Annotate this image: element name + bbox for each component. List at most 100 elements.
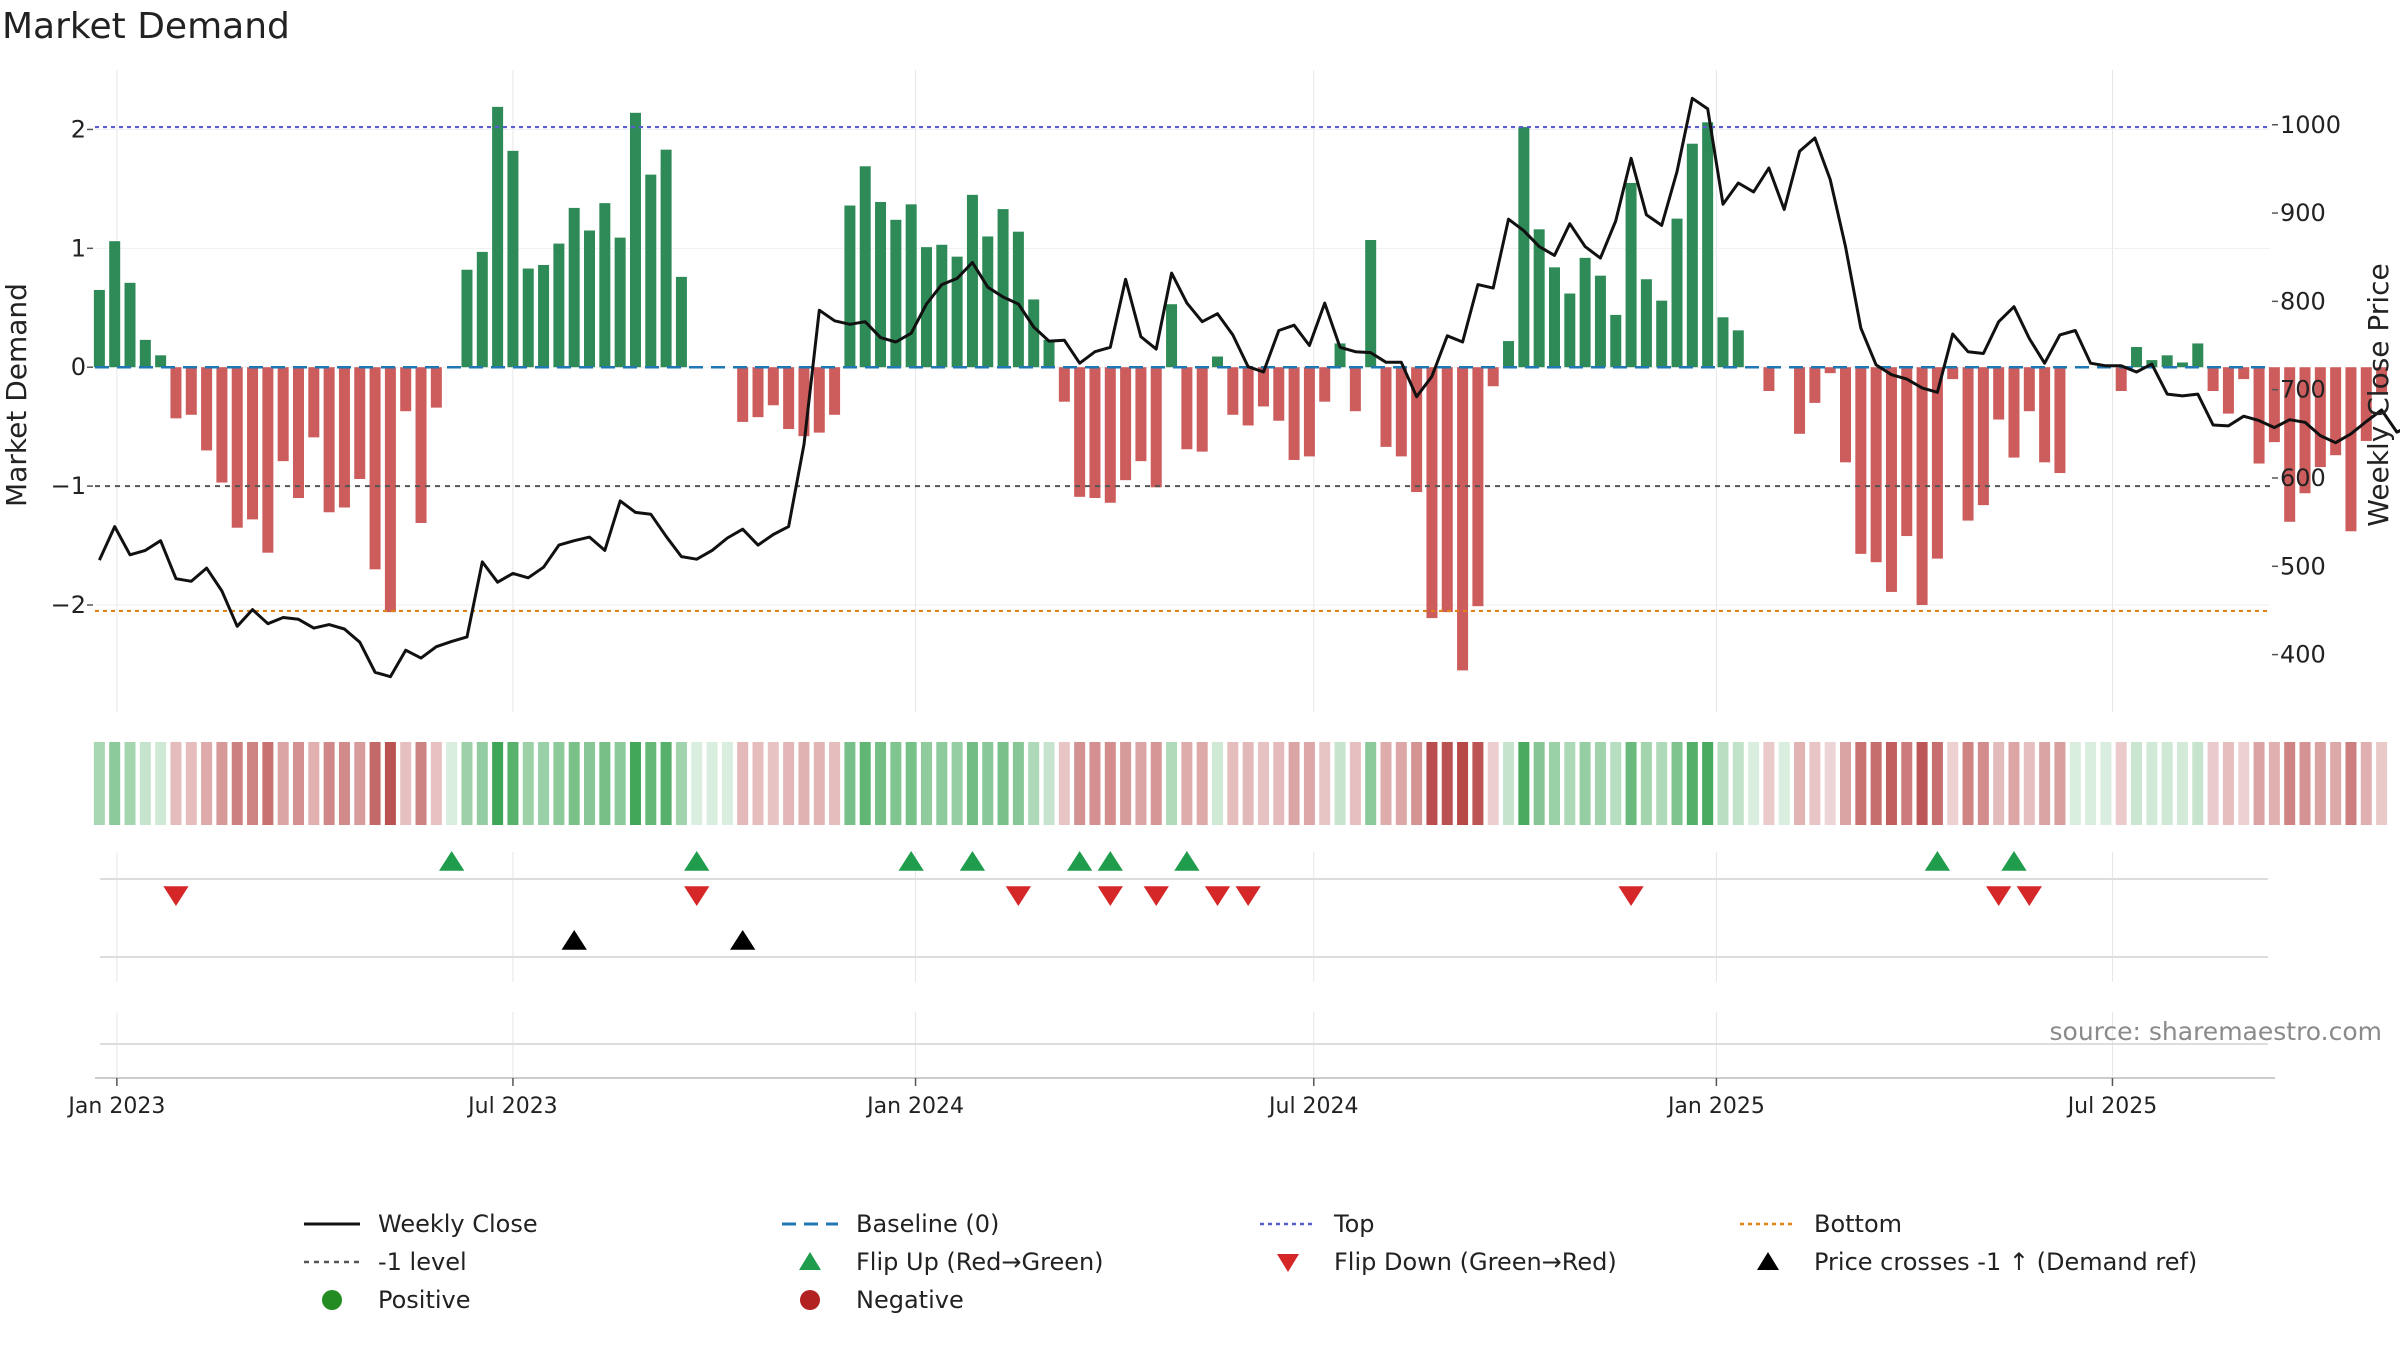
demand-bar-negative [2238, 367, 2250, 380]
heat-cell [737, 742, 749, 825]
heat-cell [170, 742, 182, 825]
flip-up-legend-icon [778, 1243, 842, 1281]
demand-bar-negative [2023, 367, 2035, 412]
heat-cell [1947, 742, 1959, 825]
heat-cell [1303, 742, 1315, 825]
demand-bar-negative [1058, 367, 1070, 402]
heat-cell [185, 742, 197, 825]
heat-cell [752, 742, 764, 825]
flip-up-marker [684, 851, 710, 871]
demand-bar-negative [1962, 367, 1974, 521]
weekly-close-legend-icon [300, 1205, 364, 1243]
x-tick-label: Jan 2025 [1666, 1094, 1765, 1119]
demand-bar-positive [1166, 304, 1178, 368]
minus-one-level-legend-icon [300, 1243, 364, 1281]
heat-cell [476, 742, 488, 825]
demand-bar-negative [1104, 367, 1116, 503]
demand-bar-positive [461, 269, 473, 368]
heat-cell [1778, 742, 1790, 825]
heat-cell [492, 742, 504, 825]
flip-down-marker [2016, 886, 2042, 906]
heat-cell [446, 742, 458, 825]
demand-bar-negative [1150, 367, 1162, 488]
flip-up-marker [1174, 851, 1200, 871]
heat-cell [2268, 742, 2280, 825]
demand-bar-negative [384, 367, 396, 613]
heat-cell [2253, 742, 2265, 825]
demand-bar-negative [2376, 367, 2388, 395]
legend-item-flip-down: Flip Down (Green→Red) [1256, 1243, 1617, 1281]
reference-lines [95, 125, 2270, 613]
heat-cell [660, 742, 672, 825]
heat-cell [415, 742, 427, 825]
heat-cell [1212, 742, 1224, 825]
heat-cell [201, 742, 213, 825]
legend: Weekly Close Baseline (0) Top Bottom -1 leve… [300, 1205, 2280, 1325]
demand-bar-positive [1533, 229, 1545, 368]
heat-cell [1043, 742, 1055, 825]
heat-cell [1533, 742, 1545, 825]
source-annotation: source: sharemaestro.com [2050, 1017, 2383, 1046]
flip-up-marker [1097, 851, 1123, 871]
heat-cell [1717, 742, 1729, 825]
demand-bar-positive [660, 149, 672, 368]
heat-cell [721, 742, 733, 825]
heat-cell [323, 742, 335, 825]
heat-cell [2284, 742, 2296, 825]
demand-bar-positive [890, 219, 902, 368]
legend-item-negative: Negative [778, 1281, 964, 1319]
demand-bar-positive [1671, 218, 1683, 368]
flip-down-marker [1618, 886, 1644, 906]
y2-tick-label: 400 [2280, 641, 2326, 669]
demand-bar-positive [629, 112, 641, 368]
demand-bar-negative [1901, 367, 1913, 537]
heat-cell [1564, 742, 1576, 825]
heat-cell [1426, 742, 1438, 825]
heat-cell [1288, 742, 1300, 825]
heat-cell [2054, 742, 2066, 825]
demand-bar-positive [859, 166, 871, 368]
demand-bar-negative [323, 367, 335, 513]
heat-cell [507, 742, 519, 825]
demand-bar-positive [1686, 143, 1698, 368]
heat-cell [982, 742, 994, 825]
heat-cell [1074, 742, 1086, 825]
demand-bar-positive [522, 268, 534, 368]
demand-bar-positive [1625, 182, 1637, 368]
legend-label: Top [1334, 1210, 1375, 1238]
demand-bar-negative [277, 367, 289, 462]
demand-bar-negative [185, 367, 197, 415]
y2-tick-label: 800 [2280, 287, 2326, 315]
demand-bar-positive [553, 243, 565, 368]
demand-bar-positive [2192, 343, 2204, 368]
demand-bar-negative [1457, 367, 1469, 671]
heat-cell [139, 742, 151, 825]
heat-cell [2376, 742, 2388, 825]
heat-cell [247, 742, 259, 825]
heat-cell [1242, 742, 1254, 825]
demand-bar-positive [997, 209, 1009, 368]
demand-bar-negative [1809, 367, 1821, 403]
demand-bar-negative [1824, 367, 1836, 374]
heat-cell [1518, 742, 1530, 825]
heat-cell [2299, 742, 2311, 825]
flip-up-marker [1924, 851, 1951, 871]
heat-cell [2115, 742, 2127, 825]
heat-cell [2146, 742, 2158, 825]
demand-bar-positive [645, 174, 657, 368]
heat-cell [767, 742, 779, 825]
heat-cell [2345, 742, 2357, 825]
heat-cell [1931, 742, 1943, 825]
heat-cell [2330, 742, 2342, 825]
heat-cell [109, 742, 121, 825]
demand-bar-negative [1977, 367, 1989, 506]
demand-bar-positive [1610, 314, 1622, 368]
heat-cell [1181, 742, 1193, 825]
heat-cell [706, 742, 718, 825]
demand-bar-positive [1518, 127, 1530, 368]
demand-bar-negative [1885, 367, 1897, 592]
heat-cell [829, 742, 841, 825]
heat-cell [2360, 742, 2372, 825]
demand-bar-positive [476, 251, 488, 368]
demand-bar-negative [1411, 367, 1423, 493]
